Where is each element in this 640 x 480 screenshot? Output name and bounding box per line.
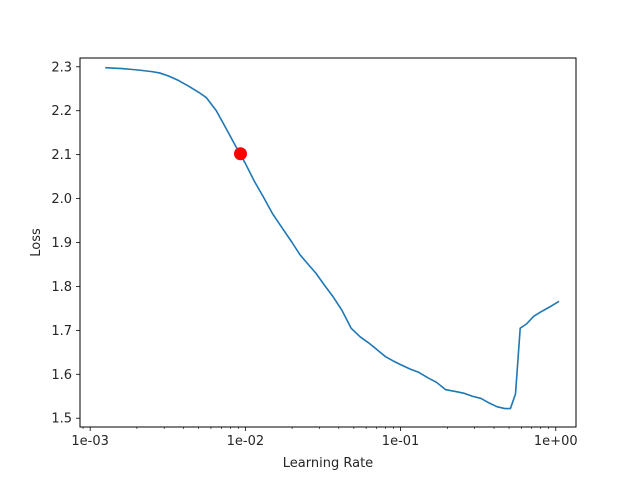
y-tick-label: 1.9: [51, 236, 72, 251]
y-tick-label: 2.1: [51, 148, 72, 163]
y-tick-label: 1.6: [51, 368, 72, 383]
y-tick-label: 1.8: [51, 280, 72, 295]
y-tick-label: 1.7: [51, 324, 72, 339]
y-tick-label: 1.5: [51, 412, 72, 427]
y-tick-label: 2.0: [51, 192, 72, 207]
x-axis: 1e-03 1e-02 1e-01 1e+00: [71, 427, 578, 449]
x-tick-label: 1e+00: [534, 434, 578, 449]
suggested-lr-marker: [233, 147, 247, 161]
loss-series-line: [105, 66, 560, 410]
x-tick-label: 1e-02: [227, 434, 265, 449]
y-axis-label: Loss: [29, 228, 44, 257]
x-tick-label: 1e-01: [382, 434, 420, 449]
y-tick-label: 2.2: [51, 104, 72, 119]
plot-layer: [105, 66, 560, 410]
y-tick-label: 2.3: [51, 60, 72, 75]
x-tick-label: 1e-03: [71, 434, 109, 449]
x-axis-label: Learning Rate: [283, 456, 373, 471]
y-axis: 1.5 1.6 1.7 1.8 1.9 2.0 2.1 2.2 2.3: [51, 60, 80, 427]
